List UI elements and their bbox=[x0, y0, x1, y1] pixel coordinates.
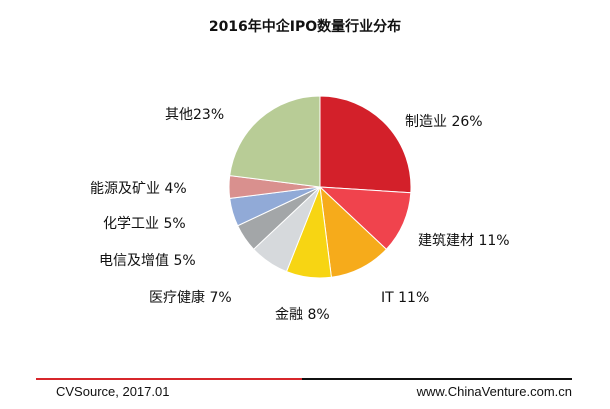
chart-title: 2016年中企IPO数量行业分布 bbox=[208, 19, 402, 35]
slice-label-energy: 能源及矿业 4% bbox=[90, 181, 187, 197]
slice-label-chemical: 化学工业 5% bbox=[103, 216, 186, 232]
footer-divider-black bbox=[302, 378, 572, 380]
source-text: CVSource, 2017.01 bbox=[56, 384, 170, 399]
website-text: www.ChinaVenture.com.cn bbox=[416, 384, 572, 399]
slice-label-telecom: 电信及增值 5% bbox=[99, 253, 196, 269]
footer-divider-red bbox=[36, 378, 302, 380]
pie-slice-0 bbox=[319, 95, 412, 194]
slice-label-finance: 金融 8% bbox=[275, 307, 330, 323]
slice-label-it: IT 11% bbox=[381, 290, 430, 306]
slice-label-healthcare: 医疗健康 7% bbox=[149, 290, 232, 306]
slice-label-other: 其他23% bbox=[165, 107, 225, 123]
slice-label-manufacturing: 制造业 26% bbox=[405, 114, 483, 130]
pie-slice-8 bbox=[229, 95, 321, 188]
slice-label-construction: 建筑建材 11% bbox=[418, 233, 510, 249]
